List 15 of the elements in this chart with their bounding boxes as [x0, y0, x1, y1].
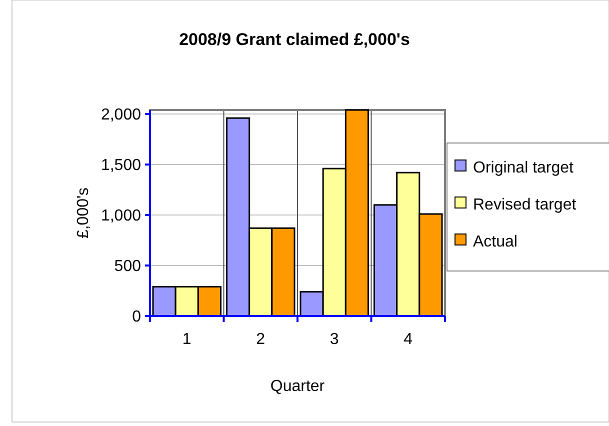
- y-tick-label: 1,000: [100, 208, 142, 225]
- y-tick-label: 1,500: [100, 157, 142, 174]
- x-tick-label: 4: [404, 331, 413, 348]
- legend-label: Revised target: [473, 196, 577, 214]
- y-axis-title: £,000's: [75, 187, 92, 239]
- y-tick-label: 0: [132, 308, 142, 326]
- legend-label: Actual: [473, 234, 518, 251]
- y-tick-label: 2,000: [100, 106, 142, 124]
- x-tick-label: 1: [182, 331, 192, 348]
- y-tick-label: 500: [114, 258, 142, 276]
- x-axis-title: Quarter: [270, 378, 326, 395]
- x-tick-label: 3: [330, 331, 339, 348]
- chart-title: 2008/9 Grant claimed £,000's: [179, 30, 410, 49]
- x-tick-label: 2: [256, 331, 266, 348]
- legend-label: Original target: [473, 160, 574, 177]
